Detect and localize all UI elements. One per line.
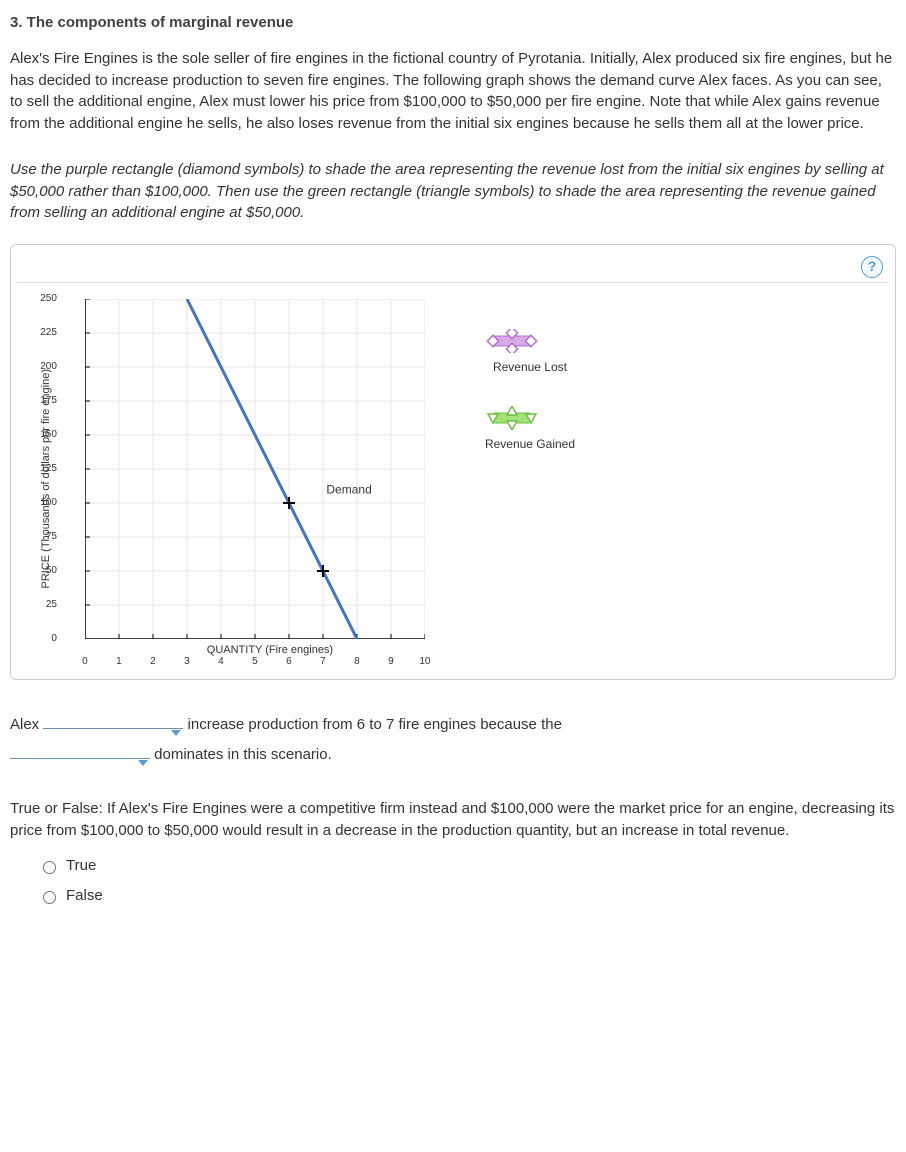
- radio-false-row[interactable]: False: [10, 885, 896, 907]
- sentence-mid2: dominates in this scenario.: [154, 746, 332, 763]
- true-false-prompt: True or False: If Alex's Fire Engines we…: [10, 798, 896, 842]
- graph-instructions: Use the purple rectangle (diamond symbol…: [10, 159, 896, 224]
- diamond-icon: [485, 329, 539, 353]
- sentence-mid1: increase production from 6 to 7 fire eng…: [188, 716, 562, 733]
- radio-true-row[interactable]: True: [10, 855, 896, 877]
- legend-lost-label: Revenue Lost: [485, 359, 575, 376]
- radio-true[interactable]: [43, 861, 56, 874]
- dropdown-1[interactable]: [43, 726, 183, 729]
- chart-legend: Revenue Lost Revenue Gained: [425, 299, 575, 659]
- radio-false-label: False: [66, 885, 103, 907]
- radio-true-label: True: [66, 855, 96, 877]
- legend-gained-label: Revenue Gained: [485, 436, 575, 453]
- legend-revenue-gained[interactable]: Revenue Gained: [485, 406, 575, 453]
- graph-toolbar: ?: [17, 251, 889, 283]
- question-heading: 3. The components of marginal revenue: [10, 12, 896, 34]
- chart-plot-area[interactable]: Demand 0255075100125150175200225250 0123…: [85, 299, 425, 639]
- help-button[interactable]: ?: [861, 256, 883, 278]
- svg-text:Demand: Demand: [326, 482, 371, 496]
- caret-down-icon: [138, 760, 148, 766]
- legend-revenue-lost[interactable]: Revenue Lost: [485, 329, 575, 376]
- radio-false[interactable]: [43, 891, 56, 904]
- fill-in-sentence: Alex increase production from 6 to 7 fir…: [10, 710, 896, 770]
- triangle-icon: [485, 406, 539, 430]
- dropdown-2[interactable]: [10, 756, 150, 759]
- sentence-lead: Alex: [10, 716, 43, 733]
- question-paragraph: Alex's Fire Engines is the sole seller o…: [10, 48, 896, 135]
- caret-down-icon: [171, 730, 181, 736]
- graph-panel: ? PRICE (Thousands of dollars per fire e…: [10, 244, 896, 680]
